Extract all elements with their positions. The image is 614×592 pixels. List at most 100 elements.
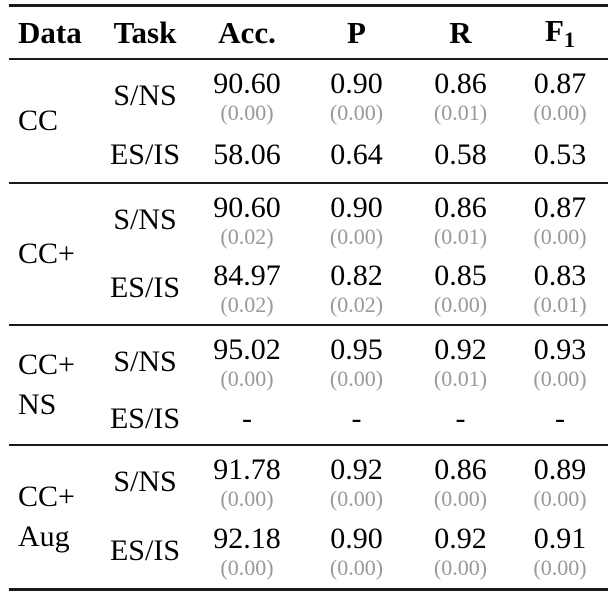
- metric-std: (0.00): [433, 555, 488, 580]
- value-cell-r: 0.86 (0.01): [409, 186, 512, 254]
- section-cc-plus: CC+ S/NS 90.60 (0.02) 0.90 (0.00) 0.86 (…: [9, 184, 608, 326]
- section-cc-plus-aug: CC+ Aug S/NS 91.78 (0.00) 0.92 (0.00) 0.…: [9, 446, 608, 591]
- value-cell-r: 0.92 (0.00): [409, 516, 512, 586]
- metric-value: 92.18: [213, 522, 281, 555]
- data-label-line: CC: [18, 104, 59, 137]
- metric-std: (0.00): [533, 486, 587, 511]
- metric-value: 0.90: [330, 522, 383, 555]
- metric-value: 0.58: [434, 138, 487, 171]
- task-cell: ES/IS: [109, 402, 181, 435]
- metric-value: 0.86: [434, 67, 487, 100]
- metric-value: 0.64: [330, 138, 383, 171]
- metric-value: 0.90: [330, 67, 383, 100]
- task-cell: S/NS: [113, 79, 177, 112]
- metric-std: (0.00): [220, 100, 274, 125]
- value-cell-p: -: [304, 396, 409, 442]
- value-cell-f1: 0.91 (0.00): [512, 516, 608, 586]
- data-label-line: NS: [18, 388, 57, 421]
- metric-std: (0.00): [533, 100, 587, 125]
- value-cell-acc: -: [190, 396, 304, 442]
- metric-std: (0.00): [220, 366, 274, 391]
- task-cell: S/NS: [113, 465, 177, 498]
- metric-value: 0.92: [330, 453, 383, 486]
- metric-value: 0.93: [533, 333, 587, 366]
- value-cell-f1: 0.87 (0.00): [512, 186, 608, 254]
- task-cell: ES/IS: [109, 534, 181, 567]
- metric-value: 0.85: [434, 259, 487, 292]
- metric-value: 0.53: [533, 138, 587, 171]
- metric-value: 0.92: [434, 333, 487, 366]
- metric-value: 0.91: [533, 522, 587, 555]
- metric-std: (0.00): [533, 224, 587, 249]
- metric-value: -: [351, 402, 362, 435]
- f1-subscript: 1: [563, 26, 575, 52]
- metric-value: 0.87: [533, 191, 587, 224]
- metric-value: 0.90: [330, 191, 383, 224]
- metric-value: 90.60: [213, 67, 281, 100]
- metric-std: (0.00): [533, 555, 587, 580]
- value-cell-acc: 91.78 (0.00): [190, 448, 304, 516]
- value-cell-p: 0.90 (0.00): [304, 516, 409, 586]
- value-cell-p: 0.90 (0.00): [304, 62, 409, 130]
- metric-value: -: [455, 402, 466, 435]
- value-cell-acc: 84.97 (0.02): [190, 254, 304, 322]
- metric-value: -: [242, 402, 252, 435]
- header-cell-acc: Acc.: [218, 14, 276, 50]
- data-label: CC+: [9, 186, 100, 322]
- data-label: CC+ Aug: [9, 448, 100, 586]
- value-cell-p: 0.82 (0.02): [304, 254, 409, 322]
- data-label-line: CC+: [18, 237, 75, 270]
- value-cell-f1: -: [512, 396, 608, 442]
- table-top-rule: [9, 4, 608, 7]
- metric-std: (0.01): [433, 366, 488, 391]
- header-cell-data: Data: [18, 14, 82, 50]
- value-cell-acc: 58.06: [190, 130, 304, 180]
- header-cell-p: P: [347, 14, 366, 50]
- metric-value: 0.92: [434, 522, 487, 555]
- value-cell-r: -: [409, 396, 512, 442]
- metric-std: (0.00): [329, 366, 384, 391]
- task-cell: S/NS: [113, 203, 177, 236]
- results-table: Data Task Acc. P R F1 CC S/NS 90.60 (0.0…: [9, 4, 608, 591]
- value-cell-acc: 90.60 (0.02): [190, 186, 304, 254]
- value-cell-p: 0.90 (0.00): [304, 186, 409, 254]
- metric-value: 0.86: [434, 453, 487, 486]
- metric-std: (0.02): [329, 292, 384, 317]
- metric-std: (0.00): [329, 224, 384, 249]
- metric-std: (0.01): [433, 224, 488, 249]
- value-cell-f1: 0.87 (0.00): [512, 62, 608, 130]
- metric-value: 0.87: [533, 67, 587, 100]
- metric-value: 91.78: [213, 453, 281, 486]
- data-label: CC+ NS: [9, 328, 100, 442]
- metric-std: (0.01): [533, 292, 587, 317]
- value-cell-f1: 0.53: [512, 130, 608, 180]
- metric-value: 58.06: [213, 138, 281, 171]
- metric-std: (0.00): [220, 555, 274, 580]
- section-cc-plus-ns: CC+ NS S/NS 95.02 (0.00) 0.95 (0.00) 0.9…: [9, 326, 608, 446]
- data-label-line: CC+: [18, 348, 75, 381]
- metric-std: (0.00): [533, 366, 587, 391]
- metric-value: 0.83: [533, 259, 587, 292]
- value-cell-f1: 0.83 (0.01): [512, 254, 608, 322]
- header-cell-task: Task: [113, 14, 177, 50]
- value-cell-r: 0.92 (0.01): [409, 328, 512, 396]
- value-cell-r: 0.85 (0.00): [409, 254, 512, 322]
- value-cell-f1: 0.93 (0.00): [512, 328, 608, 396]
- header-cell-f1: F1: [512, 13, 608, 53]
- metric-value: 0.86: [434, 191, 487, 224]
- metric-value: 95.02: [213, 333, 281, 366]
- metric-std: (0.00): [329, 486, 384, 511]
- metric-value: -: [555, 402, 565, 435]
- value-cell-acc: 92.18 (0.00): [190, 516, 304, 586]
- metric-std: (0.00): [329, 100, 384, 125]
- data-label-line: CC+: [18, 480, 75, 513]
- metric-std: (0.01): [433, 100, 488, 125]
- value-cell-p: 0.64: [304, 130, 409, 180]
- value-cell-p: 0.95 (0.00): [304, 328, 409, 396]
- value-cell-r: 0.86 (0.00): [409, 448, 512, 516]
- task-cell: ES/IS: [109, 138, 181, 171]
- data-label-line: Aug: [18, 520, 70, 553]
- value-cell-p: 0.92 (0.00): [304, 448, 409, 516]
- task-cell: ES/IS: [109, 271, 181, 304]
- metric-value: 0.95: [330, 333, 383, 366]
